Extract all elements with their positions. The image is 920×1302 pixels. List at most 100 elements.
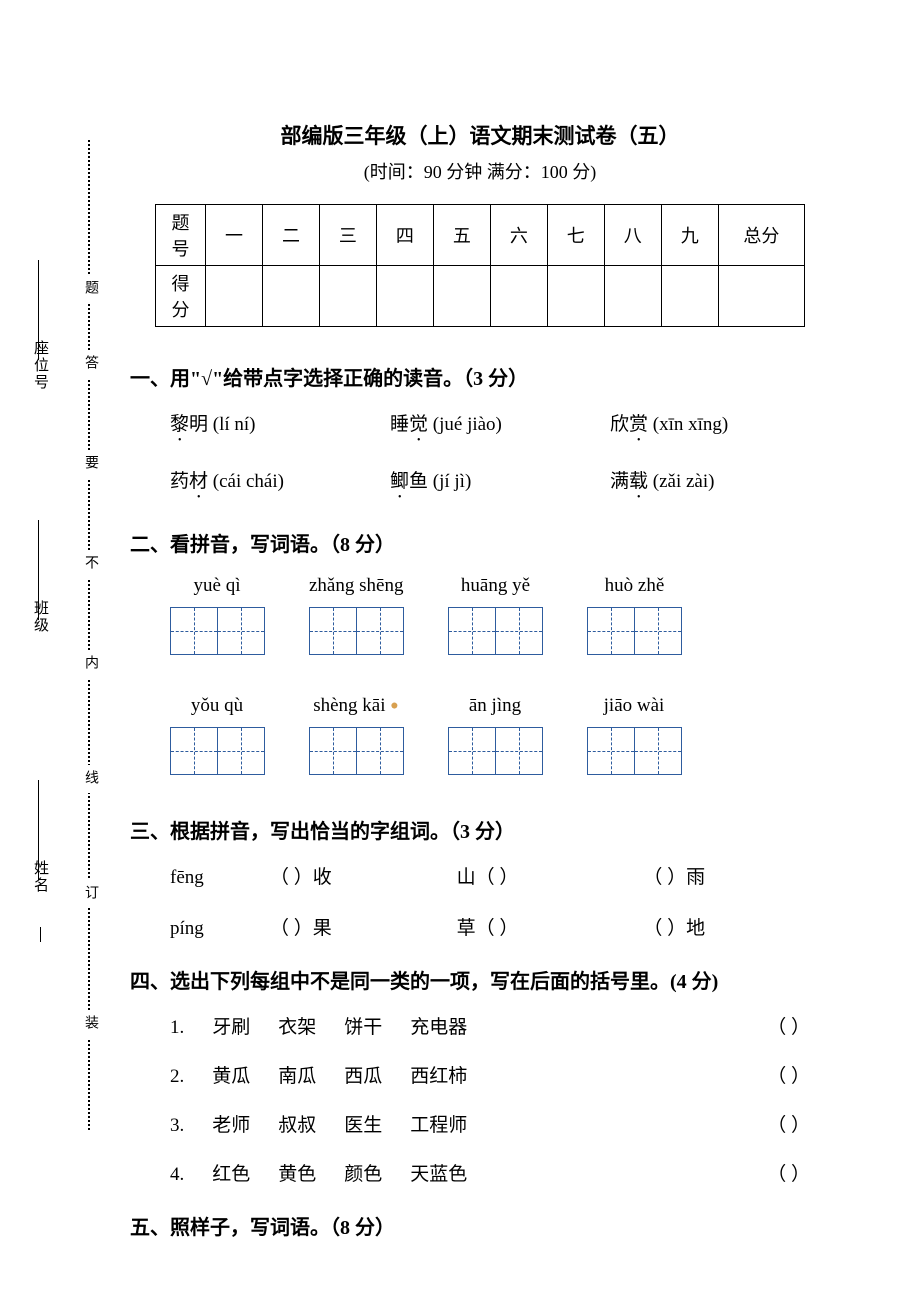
q1-item[interactable]: 睡觉 (jué jiào): [390, 409, 610, 446]
q3-row: fēng（ ）收山（ ）（ ）雨: [130, 862, 830, 889]
score-header: 一: [206, 205, 263, 266]
tianzi-box[interactable]: [448, 607, 496, 655]
score-cell[interactable]: [376, 266, 433, 327]
student-info-fields: 姓名 班级 座位号: [30, 160, 60, 980]
q4-words: 4.红色黄色颜色天蓝色: [170, 1159, 495, 1186]
q1-item[interactable]: 药材 (cái chái): [170, 466, 390, 503]
score-cell[interactable]: [547, 266, 604, 327]
binding-seg: 装: [80, 1010, 100, 1038]
q1-pre: 睡: [390, 414, 409, 435]
tianzi-box[interactable]: [448, 727, 496, 775]
q3-blank-item[interactable]: （ ）雨: [643, 862, 830, 889]
q4-word: 西红柿: [410, 1066, 467, 1087]
score-cell[interactable]: [319, 266, 376, 327]
score-cell[interactable]: [490, 266, 547, 327]
q4-row: 4.红色黄色颜色天蓝色（ ）: [130, 1159, 830, 1186]
q2-item: jiāo wài: [587, 695, 681, 775]
q4-answer-blank[interactable]: （ ）: [767, 1061, 810, 1088]
q1-dotted-char: 鲫: [390, 471, 409, 492]
q1-dotted-char: 材: [189, 471, 208, 492]
q5-heading: 五、照样子，写词语。（8 分）: [130, 1211, 830, 1240]
score-cell[interactable]: [433, 266, 490, 327]
q4-row: 1.牙刷衣架饼干充电器（ ）: [130, 1012, 830, 1039]
q1-heading: 一、用"√"给带点字选择正确的读音。（3 分）: [130, 362, 830, 391]
q3-blank-item[interactable]: 山（ ）: [457, 862, 644, 889]
q3-blank-item[interactable]: （ ）果: [270, 913, 457, 940]
q2-item: huāng yě: [448, 575, 542, 655]
q4-word: 黄色: [278, 1164, 316, 1185]
q3-blank-item[interactable]: 草（ ）: [457, 913, 644, 940]
q1-pre: 欣: [610, 414, 629, 435]
q1-dotted-char: 觉: [409, 414, 428, 435]
tianzi-box[interactable]: [170, 727, 218, 775]
q3-blank-item[interactable]: （ ）收: [270, 862, 457, 889]
q4-word: 黄瓜: [212, 1066, 250, 1087]
field-name[interactable]: 姓名: [30, 860, 51, 895]
q4-word: 红色: [212, 1164, 250, 1185]
q4-answer-blank[interactable]: （ ）: [767, 1159, 810, 1186]
q2-pinyin: huò zhě: [587, 575, 681, 597]
tianzi-grid[interactable]: [448, 727, 542, 775]
tianzi-grid[interactable]: [309, 607, 403, 655]
q1-dotted-char: 载: [629, 471, 648, 492]
tianzi-box[interactable]: [587, 727, 635, 775]
tianzi-box[interactable]: [634, 727, 682, 775]
score-header: 二: [262, 205, 319, 266]
tianzi-grid[interactable]: [170, 607, 264, 655]
q4-num: 3.: [170, 1115, 184, 1136]
tianzi-box[interactable]: [217, 607, 265, 655]
tianzi-box[interactable]: [309, 607, 357, 655]
q1-item[interactable]: 满载 (zǎi zài): [610, 466, 830, 503]
tianzi-box[interactable]: [587, 607, 635, 655]
tianzi-box[interactable]: [634, 607, 682, 655]
q1-item[interactable]: 黎明 (lí ní): [170, 409, 390, 446]
q3-row: píng（ ）果草（ ）（ ）地: [130, 913, 830, 940]
tianzi-box[interactable]: [356, 727, 404, 775]
field-name-label: 姓名: [32, 860, 48, 894]
exam-title: 部编版三年级（上）语文期末测试卷（五）: [130, 120, 830, 150]
tianzi-box[interactable]: [495, 607, 543, 655]
table-row: 得分: [156, 266, 805, 327]
score-table: 题号 一 二 三 四 五 六 七 八 九 总分 得分: [155, 204, 805, 327]
q3-blank-item[interactable]: （ ）地: [643, 913, 830, 940]
q4-container: 1.牙刷衣架饼干充电器（ ）2.黄瓜南瓜西瓜西红柿（ ）3.老师叔叔医生工程师（…: [130, 1012, 830, 1186]
tianzi-box[interactable]: [495, 727, 543, 775]
q1-item[interactable]: 鲫鱼 (jí jì): [390, 466, 610, 503]
tianzi-grid[interactable]: [448, 607, 542, 655]
q4-answer-blank[interactable]: （ ）: [767, 1012, 810, 1039]
q1-row: 药材 (cái chái)鲫鱼 (jí jì)满载 (zǎi zài): [130, 466, 830, 503]
tianzi-grid[interactable]: [170, 727, 264, 775]
score-cell[interactable]: [604, 266, 661, 327]
tianzi-grid[interactable]: [587, 607, 681, 655]
binding-sidebar: 装 订 线 内 不 要 答 题: [60, 140, 120, 1140]
score-cell[interactable]: [206, 266, 263, 327]
field-seat[interactable]: 座位号: [30, 340, 51, 391]
tianzi-box[interactable]: [309, 727, 357, 775]
score-row-label: 得分: [156, 266, 206, 327]
tianzi-grid[interactable]: [309, 727, 403, 775]
field-class[interactable]: 班级: [30, 600, 51, 634]
q3-items: （ ）收山（ ）（ ）雨: [270, 862, 830, 889]
q2-item: huò zhě: [587, 575, 681, 655]
score-cell[interactable]: [718, 266, 804, 327]
q4-heading: 四、选出下列每组中不是同一类的一项，写在后面的括号里。(4 分): [130, 965, 830, 994]
tianzi-box[interactable]: [356, 607, 404, 655]
q4-word: 西瓜: [344, 1066, 382, 1087]
q4-word: 饼干: [344, 1017, 382, 1038]
q4-word: 南瓜: [278, 1066, 316, 1087]
q1-item[interactable]: 欣赏 (xīn xīng): [610, 409, 830, 446]
score-header: 五: [433, 205, 490, 266]
score-header: 七: [547, 205, 604, 266]
score-cell[interactable]: [661, 266, 718, 327]
tianzi-box[interactable]: [170, 607, 218, 655]
field-underline: [38, 780, 39, 880]
score-cell[interactable]: [262, 266, 319, 327]
q2-pinyin: huāng yě: [448, 575, 542, 597]
tianzi-box[interactable]: [217, 727, 265, 775]
q4-word: 医生: [344, 1115, 382, 1136]
score-header: 八: [604, 205, 661, 266]
tianzi-grid[interactable]: [587, 727, 681, 775]
binding-seg: 内: [80, 650, 100, 678]
q4-answer-blank[interactable]: （ ）: [767, 1110, 810, 1137]
q3-pinyin: píng: [170, 918, 270, 940]
